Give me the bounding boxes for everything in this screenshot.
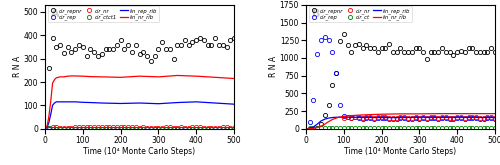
X-axis label: Time (10⁴ Monte Carlo Steps): Time (10⁴ Monte Carlo Steps) xyxy=(84,147,196,156)
Text: B: B xyxy=(312,9,320,19)
X-axis label: Time (10⁴ Monte Carlo Steps): Time (10⁴ Monte Carlo Steps) xyxy=(344,147,457,156)
Y-axis label: R N A: R N A xyxy=(269,56,278,77)
Text: A: A xyxy=(50,9,59,19)
Y-axis label: R N A: R N A xyxy=(13,56,22,77)
Legend: cir_repnr, cir_rep, cir_nr, cir_ct, lin_rep_rib, lin_nr_rib: cir_repnr, cir_rep, cir_nr, cir_ct, lin_… xyxy=(308,6,412,22)
Legend: cir_repnr, cir_rep, cir_nr, cir_ctct1, lin_rep_rib, lin_nr_rib: cir_repnr, cir_rep, cir_nr, cir_ctct1, l… xyxy=(48,6,158,22)
